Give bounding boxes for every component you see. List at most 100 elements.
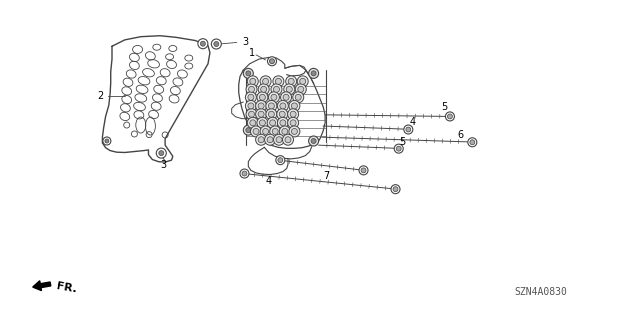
Circle shape xyxy=(245,92,257,103)
Text: FR.: FR. xyxy=(56,281,77,294)
Circle shape xyxy=(285,137,291,143)
Text: 6: 6 xyxy=(458,130,464,140)
Text: 5: 5 xyxy=(399,137,405,147)
Circle shape xyxy=(268,111,275,117)
Circle shape xyxy=(279,111,285,117)
Circle shape xyxy=(280,103,286,109)
Circle shape xyxy=(282,134,294,145)
Circle shape xyxy=(246,128,251,133)
Circle shape xyxy=(276,137,282,143)
Circle shape xyxy=(275,78,282,84)
Text: 3: 3 xyxy=(160,160,166,170)
Circle shape xyxy=(269,59,275,64)
Circle shape xyxy=(277,100,289,111)
Circle shape xyxy=(240,169,249,178)
Circle shape xyxy=(248,103,254,109)
Circle shape xyxy=(269,120,276,126)
Circle shape xyxy=(105,139,109,143)
Circle shape xyxy=(268,57,276,66)
Circle shape xyxy=(258,103,264,109)
Circle shape xyxy=(282,129,288,134)
Circle shape xyxy=(258,111,264,117)
Circle shape xyxy=(267,117,278,128)
Circle shape xyxy=(257,92,268,103)
Circle shape xyxy=(253,129,259,134)
Circle shape xyxy=(245,100,257,111)
Circle shape xyxy=(272,129,278,134)
Circle shape xyxy=(248,94,254,100)
Circle shape xyxy=(283,94,289,100)
Circle shape xyxy=(273,134,285,145)
Circle shape xyxy=(246,84,257,95)
Circle shape xyxy=(287,109,299,120)
Text: 4: 4 xyxy=(410,117,416,127)
Circle shape xyxy=(285,76,297,87)
Circle shape xyxy=(269,126,281,137)
Circle shape xyxy=(260,76,271,87)
Circle shape xyxy=(255,109,267,120)
Circle shape xyxy=(246,109,257,120)
Text: 7: 7 xyxy=(323,171,330,181)
Circle shape xyxy=(247,76,259,87)
Circle shape xyxy=(445,112,454,121)
Circle shape xyxy=(288,78,294,84)
Circle shape xyxy=(298,86,304,92)
Circle shape xyxy=(406,127,411,132)
Circle shape xyxy=(291,103,298,109)
Circle shape xyxy=(273,76,284,87)
Circle shape xyxy=(247,117,259,128)
Circle shape xyxy=(292,92,304,103)
Circle shape xyxy=(243,68,253,78)
Text: 2: 2 xyxy=(97,91,104,101)
Circle shape xyxy=(470,140,475,145)
Circle shape xyxy=(271,84,282,95)
Circle shape xyxy=(308,68,319,78)
Circle shape xyxy=(295,84,307,95)
Circle shape xyxy=(250,126,262,137)
Circle shape xyxy=(248,86,255,92)
Circle shape xyxy=(393,187,398,192)
Circle shape xyxy=(290,120,296,126)
Circle shape xyxy=(246,71,251,76)
Circle shape xyxy=(359,166,368,175)
Circle shape xyxy=(266,100,277,111)
Circle shape xyxy=(255,134,267,145)
Circle shape xyxy=(468,138,477,147)
Circle shape xyxy=(271,94,277,100)
Circle shape xyxy=(255,100,267,111)
Circle shape xyxy=(262,78,269,84)
Circle shape xyxy=(242,171,247,176)
Circle shape xyxy=(311,71,316,76)
Circle shape xyxy=(200,41,205,46)
Circle shape xyxy=(289,126,300,137)
Circle shape xyxy=(289,100,300,111)
Circle shape xyxy=(250,120,256,126)
Text: 5: 5 xyxy=(442,102,448,112)
Circle shape xyxy=(308,136,319,146)
Circle shape xyxy=(258,137,264,143)
Circle shape xyxy=(159,151,164,156)
Circle shape xyxy=(103,137,111,145)
Circle shape xyxy=(243,125,253,135)
Circle shape xyxy=(447,114,452,119)
Circle shape xyxy=(259,94,266,100)
Circle shape xyxy=(286,86,292,92)
Circle shape xyxy=(277,117,289,128)
Circle shape xyxy=(267,137,273,143)
Circle shape xyxy=(211,39,221,49)
Circle shape xyxy=(268,103,275,109)
Text: 1: 1 xyxy=(248,48,255,58)
Circle shape xyxy=(214,41,219,47)
Circle shape xyxy=(295,94,301,100)
Circle shape xyxy=(300,78,306,84)
Circle shape xyxy=(280,120,286,126)
Circle shape xyxy=(291,129,298,134)
Circle shape xyxy=(404,125,413,134)
Circle shape xyxy=(264,134,276,145)
Circle shape xyxy=(260,86,267,92)
Circle shape xyxy=(280,92,292,103)
Circle shape xyxy=(279,126,291,137)
Circle shape xyxy=(361,168,366,173)
Circle shape xyxy=(248,111,255,117)
Circle shape xyxy=(394,144,403,153)
